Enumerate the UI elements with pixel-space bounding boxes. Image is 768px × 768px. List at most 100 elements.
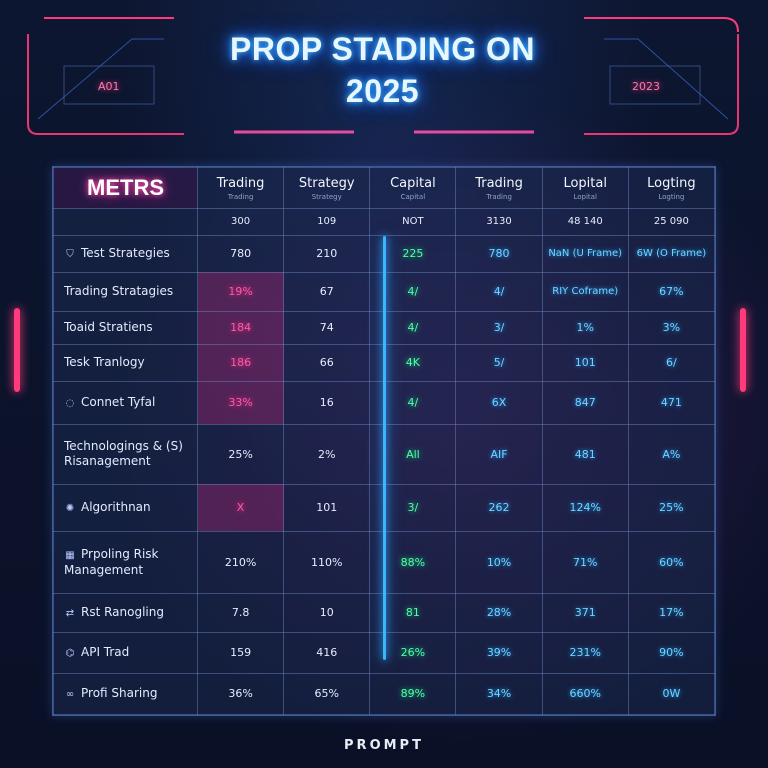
- column-header-label: Trading: [216, 175, 265, 191]
- table-cell: 66: [283, 343, 371, 382]
- row-label-cell: Tesk Tranlogy: [53, 343, 198, 382]
- table-cell: 231%: [541, 631, 629, 674]
- row-label: API Trad: [81, 644, 130, 659]
- table-cell: 7.8: [196, 592, 285, 633]
- row-label: Rst Ranogling: [81, 604, 164, 619]
- column-header: Trading Trading: [455, 166, 543, 210]
- table-cell: 25%: [196, 423, 285, 485]
- table-cell: 660%: [541, 672, 629, 716]
- row-label-cell: ✺ Algorithnan: [53, 483, 198, 532]
- table-subheader-row: 300 109 NOT 3130 48 140 25 090: [53, 208, 716, 236]
- table-cell: NaN (U Frame): [541, 234, 629, 273]
- column-header-label: Logting: [647, 175, 696, 191]
- column-header: Logting Logting: [627, 166, 716, 210]
- table-cell: 16: [283, 380, 371, 425]
- header-frame: [27, 17, 739, 135]
- column-header-sub: Logting: [658, 192, 685, 201]
- table-cell: 19%: [196, 271, 285, 312]
- column-header-label: Strategy: [298, 175, 355, 191]
- column-header: Trading Trading: [196, 166, 285, 210]
- table-cell: 4/: [455, 271, 543, 312]
- table-cell: 71%: [541, 530, 629, 594]
- swap-icon: ⇄: [65, 607, 75, 619]
- table-cell: 780: [196, 234, 285, 273]
- table-cell: 262: [455, 483, 543, 532]
- table-cell: 3130: [455, 208, 543, 236]
- column-header-sub: Lopital: [573, 192, 597, 201]
- table-cell: AIF: [455, 423, 543, 485]
- table-cell: 3%: [627, 310, 716, 345]
- page-title-year: 2025: [345, 73, 420, 109]
- row-label-cell: ⛉ Test Strategies: [53, 234, 198, 273]
- table-cell: 67: [283, 271, 371, 312]
- row-label-cell: ▦ Prpoling Risk Management: [53, 530, 198, 594]
- table-cell: RIY Coframe): [541, 271, 629, 312]
- metrics-label: METRS: [87, 175, 164, 201]
- metrics-table: METRS Trading Trading Strategy Strategy Ca…: [53, 166, 716, 716]
- table-corner: METRS: [53, 166, 198, 210]
- row-label-cell: ◌ Connet Tyfal: [53, 380, 198, 425]
- table-cell: 159: [196, 631, 285, 674]
- table-cell: 471: [627, 380, 716, 425]
- table-cell: 186: [196, 343, 285, 382]
- table-cell: 1%: [541, 310, 629, 345]
- page-title: PROP STADING ON: [229, 31, 535, 67]
- metrics-table-container: METRS Trading Trading Strategy Strategy Ca…: [52, 166, 716, 716]
- refresh-icon: ◌: [65, 397, 75, 409]
- table-cell: 74: [283, 310, 371, 345]
- row-label-cell: Technologings & (S) Risanagement: [53, 423, 198, 485]
- row-label: Prpoling Risk Management: [64, 546, 159, 577]
- row-label-cell: ⇄ Rst Ranogling: [53, 592, 198, 633]
- column-header-sub: Trading: [227, 192, 254, 201]
- table-header-row: METRS Trading Trading Strategy Strategy Ca…: [53, 166, 716, 210]
- table-cell: 89%: [369, 672, 457, 716]
- table-cell: 109: [283, 208, 371, 236]
- glow-divider: [383, 236, 386, 660]
- table-cell: 847: [541, 380, 629, 425]
- row-label: Test Strategies: [81, 245, 170, 260]
- table-cell: 416: [283, 631, 371, 674]
- table-cell: 300: [196, 208, 285, 236]
- table-row: ⌬ API Trad 159 416 26% 39% 231% 90%: [53, 631, 716, 674]
- row-label: Profi Sharing: [81, 685, 158, 700]
- table-cell: 34%: [455, 672, 543, 716]
- table-row: Toaid Stratiens 184 74 4/3/1% 3%: [53, 310, 716, 345]
- table-cell: 60%: [627, 530, 716, 594]
- table-cell: 39%: [455, 631, 543, 674]
- tag-right: 2023: [632, 80, 660, 93]
- table-row: ∞ Profi Sharing 36% 65% 89% 34% 660% 0W: [53, 672, 716, 716]
- column-header-sub: Strategy: [311, 192, 342, 201]
- table-cell: 28%: [455, 592, 543, 633]
- table-cell: 210%: [196, 530, 285, 594]
- column-header-label: Capital: [390, 175, 436, 191]
- table-cell: 17%: [627, 592, 716, 633]
- table-cell: 25%: [627, 483, 716, 532]
- table-cell: 371: [541, 592, 629, 633]
- table-cell: 210: [283, 234, 371, 273]
- row-label-cell: Toaid Stratiens: [53, 310, 198, 345]
- api-icon: ⌬: [65, 647, 75, 659]
- share-icon: ∞: [65, 688, 75, 700]
- table-cell: 10: [283, 592, 371, 633]
- row-label: Toaid Stratiens: [64, 320, 153, 335]
- footer-label: PROMPT: [344, 738, 424, 753]
- table-cell: 6/: [627, 343, 716, 382]
- table-cell: 33%: [196, 380, 285, 425]
- column-header: Strategy Strategy: [283, 166, 371, 210]
- row-label: Algorithnan: [81, 499, 151, 514]
- table-cell: 2%: [283, 423, 371, 485]
- table-cell: 780: [455, 234, 543, 273]
- row-label-cell: Trading Stratagies: [53, 271, 198, 312]
- table-cell: 5/: [455, 343, 543, 382]
- table-cell: 65%: [283, 672, 371, 716]
- table-cell: 101: [283, 483, 371, 532]
- column-header: Lopital Lopital: [541, 166, 629, 210]
- row-label-cell: ∞ Profi Sharing: [53, 672, 198, 716]
- table-cell: X: [196, 483, 285, 532]
- table-cell: 3/: [455, 310, 543, 345]
- column-header-label: Trading: [475, 175, 523, 191]
- row-label: Technologings & (S) Risanagement: [64, 439, 183, 469]
- table-cell: [53, 208, 198, 236]
- table-cell: 10%: [455, 530, 543, 594]
- table-cell: 110%: [283, 530, 371, 594]
